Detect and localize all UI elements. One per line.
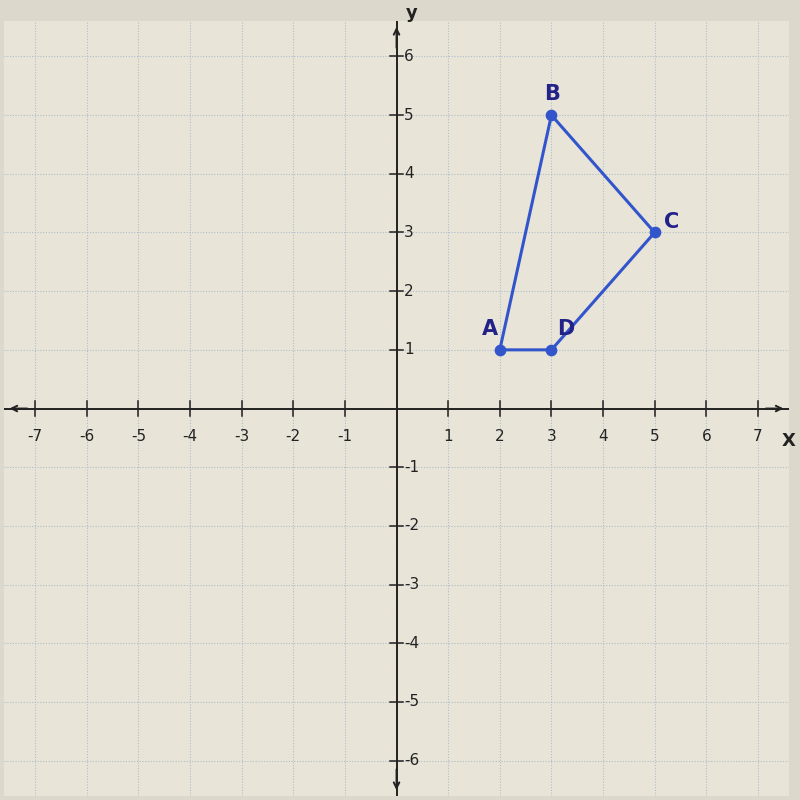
Text: -4: -4 [404,636,419,650]
Text: B: B [544,85,559,105]
Text: -5: -5 [131,429,146,444]
Text: -6: -6 [79,429,94,444]
Point [545,343,558,356]
Text: 3: 3 [546,429,556,444]
Text: 1: 1 [443,429,453,444]
Text: -1: -1 [338,429,353,444]
Text: C: C [664,212,679,232]
Text: 3: 3 [404,225,414,240]
Text: 2: 2 [495,429,505,444]
Text: 4: 4 [598,429,608,444]
Text: D: D [558,319,575,339]
Text: 2: 2 [404,284,414,298]
Point [494,343,506,356]
Text: -3: -3 [234,429,250,444]
Text: -5: -5 [404,694,419,710]
Text: 5: 5 [650,429,659,444]
Text: 5: 5 [404,108,414,122]
Text: 4: 4 [404,166,414,182]
Text: 1: 1 [404,342,414,358]
Text: -4: -4 [182,429,198,444]
Point [648,226,661,239]
Text: -7: -7 [27,429,42,444]
Text: -1: -1 [404,460,419,474]
Text: 6: 6 [404,49,414,64]
Text: X: X [782,432,796,450]
Text: 6: 6 [702,429,711,444]
Text: -3: -3 [404,577,419,592]
Text: A: A [482,319,498,339]
Text: -6: -6 [404,753,419,768]
Point [545,109,558,122]
Text: -2: -2 [404,518,419,534]
Text: y: y [406,5,418,22]
Text: 7: 7 [753,429,762,444]
Text: -2: -2 [286,429,301,444]
